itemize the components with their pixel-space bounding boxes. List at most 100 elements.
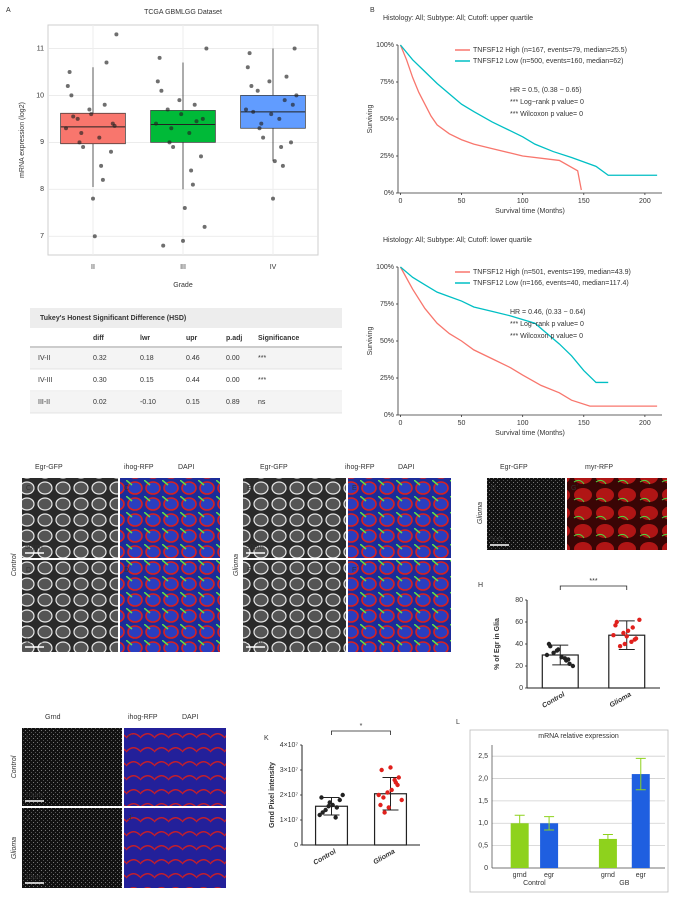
point bbox=[257, 126, 262, 131]
point bbox=[388, 765, 393, 770]
point bbox=[554, 648, 560, 653]
table-cell: 0.46 bbox=[186, 355, 200, 362]
scale-bar-label: 5µm bbox=[490, 536, 504, 543]
micrograph bbox=[124, 728, 226, 806]
point bbox=[395, 782, 400, 788]
y-tick-label: 25% bbox=[380, 153, 394, 160]
legend-label: TNFSF12 High (n=501, events=199, median=… bbox=[473, 269, 631, 276]
point bbox=[161, 243, 166, 248]
point bbox=[559, 655, 564, 660]
point bbox=[290, 102, 295, 107]
point bbox=[637, 617, 642, 622]
point bbox=[567, 661, 572, 666]
scale-bar-label: 10µm bbox=[25, 638, 43, 645]
x-tick-label: 50 bbox=[458, 420, 466, 427]
table-cell: *** bbox=[258, 355, 266, 362]
x-tick-label: 150 bbox=[578, 198, 590, 205]
y-tick-label: 1×10⁷ bbox=[280, 817, 299, 824]
channel-header: ihog-RFP bbox=[128, 714, 158, 721]
y-tick-label: 0% bbox=[384, 190, 394, 197]
row-label: Control bbox=[11, 553, 18, 576]
survival-curve bbox=[399, 266, 658, 407]
y-tick-label: 75% bbox=[380, 79, 394, 86]
point bbox=[89, 112, 94, 117]
point bbox=[194, 119, 199, 124]
annotation: *** Wilcoxon p value= 0 bbox=[510, 333, 583, 340]
y-tick-label: 50% bbox=[380, 338, 394, 345]
point bbox=[376, 792, 381, 798]
micrograph bbox=[567, 478, 667, 550]
point bbox=[255, 88, 260, 93]
row-label: Control bbox=[11, 755, 18, 778]
micrograph bbox=[348, 560, 451, 652]
legend-label: TNFSF12 High (n=167, events=79, median=2… bbox=[473, 47, 627, 54]
point bbox=[71, 114, 76, 119]
point bbox=[323, 807, 328, 813]
point bbox=[279, 145, 284, 150]
point bbox=[625, 628, 631, 633]
point bbox=[69, 93, 74, 98]
table-cell: 0.89 bbox=[226, 399, 240, 406]
panel-label: F´ bbox=[352, 567, 359, 574]
point bbox=[272, 159, 277, 164]
point bbox=[385, 790, 390, 795]
point bbox=[399, 797, 404, 803]
row-label: Glioma bbox=[477, 502, 484, 524]
panel-label: G bbox=[491, 485, 496, 492]
y-tick-label: 25% bbox=[380, 375, 394, 382]
point bbox=[326, 804, 331, 809]
point bbox=[97, 135, 102, 140]
figure-label: B bbox=[370, 7, 375, 14]
annotation: *** Log−rank p value= 0 bbox=[510, 321, 584, 328]
micrograph bbox=[348, 478, 451, 558]
table-cell: 0.02 bbox=[93, 399, 107, 406]
point bbox=[269, 112, 274, 117]
table-cell: 0.32 bbox=[93, 355, 107, 362]
micrograph bbox=[243, 560, 346, 652]
point bbox=[100, 177, 105, 182]
point bbox=[200, 116, 205, 121]
error-bar bbox=[635, 757, 646, 791]
x-tick-label: 100 bbox=[517, 198, 529, 205]
bar bbox=[510, 823, 529, 868]
micrograph bbox=[243, 478, 346, 558]
micrograph bbox=[22, 560, 118, 652]
x-tick-label: 100 bbox=[517, 420, 529, 427]
point bbox=[202, 224, 207, 229]
point bbox=[204, 46, 209, 51]
y-tick-label: 75% bbox=[380, 301, 394, 308]
y-axis-label: % of Egr in Glia bbox=[494, 618, 501, 670]
table-header: lwr bbox=[140, 335, 150, 342]
point bbox=[187, 130, 192, 135]
y-tick-label: 8 bbox=[40, 186, 44, 193]
error-bar bbox=[382, 777, 399, 811]
point bbox=[330, 802, 335, 808]
y-tick-label: 1,0 bbox=[478, 820, 488, 827]
point bbox=[630, 625, 635, 630]
micrograph bbox=[124, 808, 226, 888]
micrograph bbox=[487, 478, 565, 550]
channel-header: DAPI bbox=[178, 464, 194, 471]
micrograph bbox=[120, 478, 220, 558]
panel-label: J bbox=[26, 815, 30, 822]
scale-bar-label: 50µm bbox=[25, 544, 43, 551]
y-tick-label: 2,5 bbox=[478, 753, 488, 760]
point bbox=[562, 656, 568, 661]
table-title: Tukey's Honest Significant Difference (H… bbox=[40, 315, 186, 322]
table-cell: IV-II bbox=[38, 355, 51, 362]
point bbox=[284, 74, 289, 79]
y-tick-label: 1,5 bbox=[478, 798, 488, 805]
survival-curve bbox=[400, 266, 609, 384]
channel-header: DAPI bbox=[182, 714, 198, 721]
table-header: upr bbox=[186, 335, 198, 342]
point bbox=[99, 163, 104, 168]
channel-header: ihog-RFP bbox=[345, 464, 375, 471]
scale-bar-label: 10µm bbox=[25, 874, 43, 881]
point bbox=[613, 623, 618, 628]
y-axis-label: mRNA expression (log2) bbox=[19, 102, 26, 178]
y-tick-label: 20 bbox=[515, 663, 523, 670]
panel-label: D bbox=[26, 567, 31, 574]
x-tick-label: egr bbox=[636, 872, 647, 879]
point bbox=[340, 792, 345, 798]
error-bar bbox=[544, 816, 555, 831]
